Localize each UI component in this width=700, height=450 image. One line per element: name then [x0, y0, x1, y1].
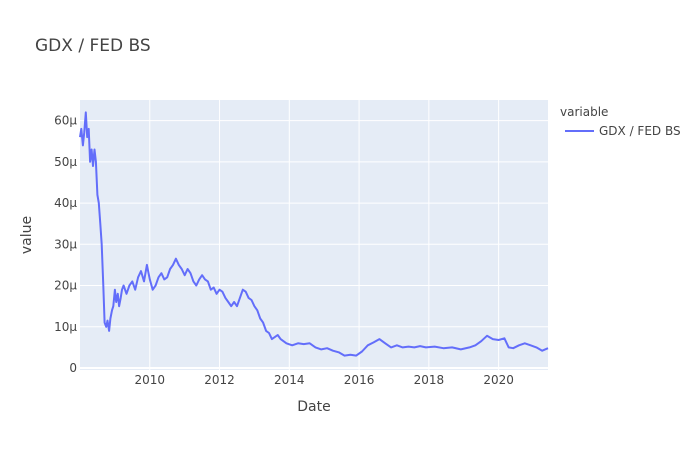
- x-tick-label: 2010: [134, 373, 165, 387]
- y-tick-label: 30μ: [54, 237, 77, 251]
- x-tick-label: 2016: [344, 373, 375, 387]
- chart-title: GDX / FED BS: [35, 36, 151, 56]
- legend-label: GDX / FED BS: [599, 124, 681, 138]
- x-tick-label: 2012: [204, 373, 235, 387]
- grid: [80, 100, 548, 370]
- y-axis-title: value: [19, 216, 35, 254]
- legend-title: variable: [560, 105, 608, 119]
- plot-area: [80, 100, 548, 370]
- series-line: [79, 111, 549, 357]
- y-tick-label: 20μ: [54, 279, 77, 293]
- x-tick-label: 2020: [483, 373, 514, 387]
- series: [79, 111, 549, 357]
- y-tick-label: 0: [69, 361, 77, 375]
- y-tick-label: 60μ: [54, 114, 77, 128]
- y-tick-label: 10μ: [54, 320, 77, 334]
- x-tick-label: 2018: [414, 373, 445, 387]
- x-tick-label: 2014: [274, 373, 305, 387]
- y-tick-label: 40μ: [54, 196, 77, 210]
- legend: variable GDX / FED BS: [560, 105, 681, 138]
- y-tick-label: 50μ: [54, 155, 77, 169]
- x-axis-title: Date: [297, 399, 330, 415]
- ticks: 2010 2012 2014 2016 2018 2020 0 10μ 20μ 30μ 40μ 50μ…: [54, 114, 514, 387]
